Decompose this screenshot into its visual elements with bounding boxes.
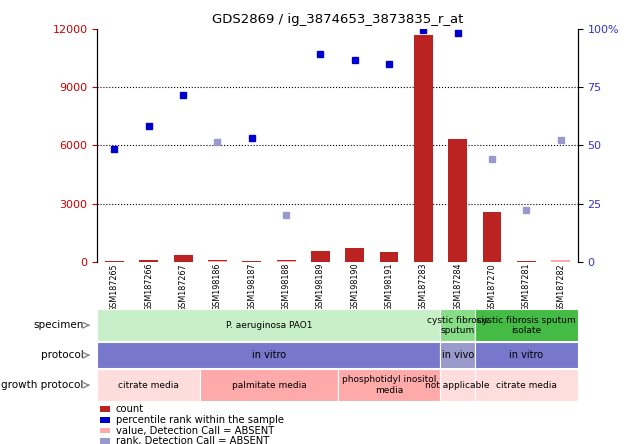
Bar xyxy=(475,369,578,401)
Text: cystic fibrosis sputum
isolate: cystic fibrosis sputum isolate xyxy=(477,316,576,335)
Text: growth protocol: growth protocol xyxy=(1,380,84,390)
Bar xyxy=(414,35,433,262)
Text: percentile rank within the sample: percentile rank within the sample xyxy=(116,415,284,425)
Text: phosphotidyl inositol
media: phosphotidyl inositol media xyxy=(342,376,436,395)
Bar xyxy=(551,260,570,262)
Bar xyxy=(475,342,578,368)
Text: GSM187267: GSM187267 xyxy=(178,263,188,312)
Bar xyxy=(97,342,440,368)
Bar xyxy=(97,309,440,341)
Bar xyxy=(345,248,364,262)
Bar xyxy=(551,260,570,262)
Bar xyxy=(311,251,330,262)
Text: in vitro: in vitro xyxy=(252,350,286,360)
Text: GSM187266: GSM187266 xyxy=(144,263,153,311)
Bar xyxy=(440,309,475,341)
Text: GSM198188: GSM198188 xyxy=(281,263,291,311)
Bar xyxy=(379,253,398,262)
Text: GSM198189: GSM198189 xyxy=(316,263,325,311)
Text: citrate media: citrate media xyxy=(496,381,557,390)
Bar xyxy=(440,369,475,401)
Text: protocol: protocol xyxy=(41,350,84,360)
Text: specimen: specimen xyxy=(33,320,84,330)
Bar xyxy=(105,261,124,262)
Bar xyxy=(277,261,296,262)
Text: GSM187270: GSM187270 xyxy=(487,263,497,312)
Text: palmitate media: palmitate media xyxy=(232,381,306,390)
Text: GSM198190: GSM198190 xyxy=(350,263,359,311)
Bar xyxy=(208,260,227,262)
Bar xyxy=(242,261,261,262)
Text: in vitro: in vitro xyxy=(509,350,543,360)
Bar xyxy=(517,261,536,262)
Text: in vivo: in vivo xyxy=(441,350,474,360)
Text: citrate media: citrate media xyxy=(118,381,179,390)
Bar xyxy=(100,417,111,423)
Bar xyxy=(475,309,578,341)
Bar xyxy=(277,260,296,262)
Bar xyxy=(440,342,475,368)
Bar xyxy=(139,260,158,262)
Text: GSM198186: GSM198186 xyxy=(213,263,222,311)
Text: GSM187265: GSM187265 xyxy=(110,263,119,312)
Text: GSM198191: GSM198191 xyxy=(384,263,394,311)
Bar xyxy=(100,406,111,412)
Text: count: count xyxy=(116,404,144,414)
Bar xyxy=(208,261,227,262)
Bar xyxy=(97,369,200,401)
Bar xyxy=(448,139,467,262)
Text: GSM187282: GSM187282 xyxy=(556,263,565,312)
Bar xyxy=(100,438,111,444)
Text: GSM187284: GSM187284 xyxy=(453,263,462,311)
Text: GSM198187: GSM198187 xyxy=(247,263,256,311)
Bar xyxy=(482,212,501,262)
Text: value, Detection Call = ABSENT: value, Detection Call = ABSENT xyxy=(116,425,274,436)
Bar xyxy=(200,369,338,401)
Text: P. aeruginosa PAO1: P. aeruginosa PAO1 xyxy=(225,321,312,330)
Text: cystic fibrosis
sputum: cystic fibrosis sputum xyxy=(427,316,489,335)
Text: rank, Detection Call = ABSENT: rank, Detection Call = ABSENT xyxy=(116,436,269,444)
Text: GSM187283: GSM187283 xyxy=(419,263,428,311)
Bar xyxy=(174,254,193,262)
Title: GDS2869 / ig_3874653_3873835_r_at: GDS2869 / ig_3874653_3873835_r_at xyxy=(212,13,463,26)
Bar xyxy=(100,428,111,433)
Bar xyxy=(338,369,440,401)
Text: GSM187281: GSM187281 xyxy=(522,263,531,311)
Text: not applicable: not applicable xyxy=(425,381,490,390)
